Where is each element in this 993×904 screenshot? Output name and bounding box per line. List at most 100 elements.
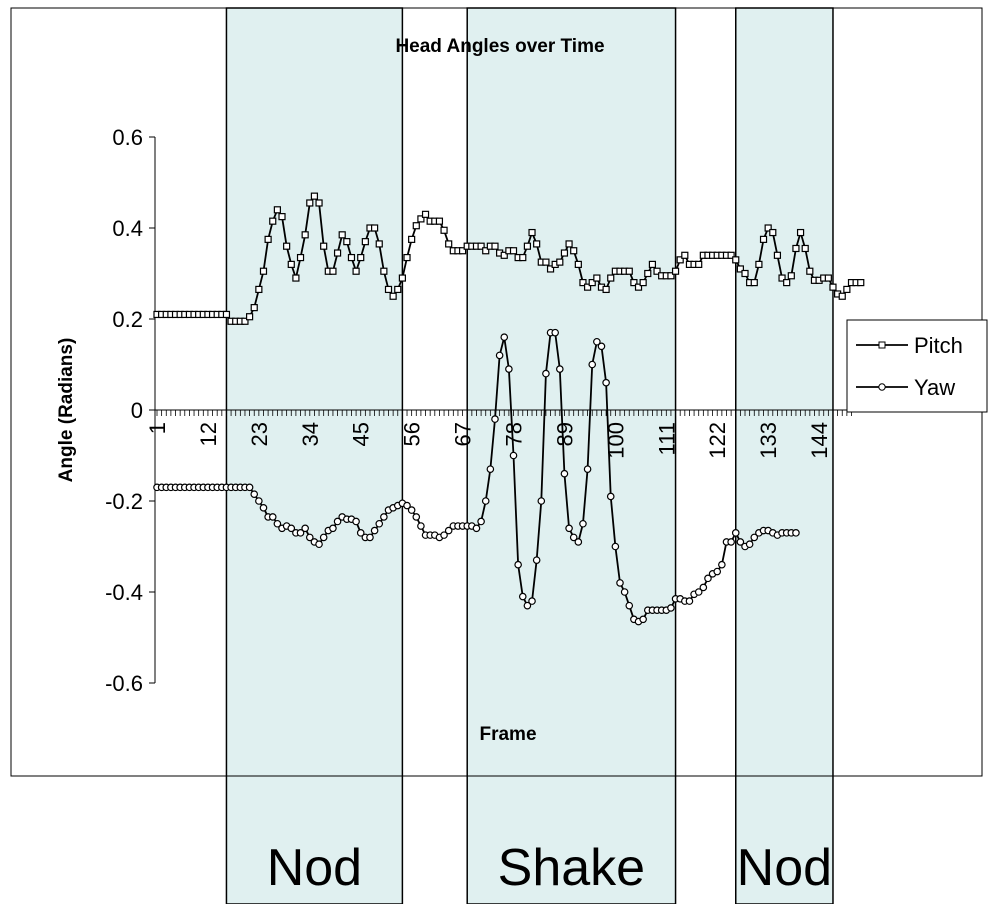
yaw-point bbox=[718, 560, 726, 569]
yaw-point bbox=[542, 369, 550, 378]
pitch-point bbox=[347, 253, 356, 262]
pitch-point bbox=[695, 260, 703, 268]
pitch-point bbox=[500, 251, 508, 259]
yaw-point bbox=[315, 540, 323, 549]
pitch-point bbox=[843, 285, 851, 294]
pitch-point bbox=[329, 267, 337, 275]
yaw-point bbox=[792, 529, 800, 537]
yaw-point bbox=[412, 513, 421, 521]
x-tick-label: 56 bbox=[400, 422, 425, 446]
yaw-point bbox=[268, 513, 277, 521]
pitch-point bbox=[259, 267, 268, 275]
yaw-point bbox=[556, 365, 564, 373]
y-tick-label: 0.2 bbox=[112, 307, 143, 332]
yaw-point bbox=[727, 538, 735, 546]
pitch-point bbox=[533, 240, 541, 248]
yaw-point bbox=[245, 483, 254, 492]
pitch-point bbox=[269, 217, 277, 225]
legend-box bbox=[846, 319, 988, 413]
pitch-point bbox=[357, 253, 365, 262]
yaw-point bbox=[745, 540, 754, 549]
yaw-point bbox=[528, 597, 536, 605]
pitch-point bbox=[246, 313, 254, 321]
yaw-point bbox=[440, 531, 448, 539]
yaw-point bbox=[565, 524, 573, 533]
yaw-point bbox=[537, 497, 546, 505]
pitch-point bbox=[736, 265, 744, 273]
yaw-point bbox=[329, 524, 337, 533]
pitch-point bbox=[857, 279, 865, 287]
chart-title: Head Angles over Time bbox=[395, 36, 604, 57]
pitch-point bbox=[556, 258, 564, 266]
axes: 0.6 0.4 0.2 0 -0.2 -0.4 -0.6 1 12 23 34 45 56 67 78 89 1… bbox=[105, 125, 852, 696]
y-axis-label: Angle (Radians) bbox=[56, 338, 77, 483]
pitch-point bbox=[509, 247, 518, 255]
region-band-2 bbox=[466, 7, 677, 904]
x-tick-label: 133 bbox=[756, 422, 781, 459]
pitch-point bbox=[741, 269, 749, 278]
yaw-point bbox=[602, 378, 610, 387]
pitch-point bbox=[273, 206, 281, 214]
pitch-point bbox=[435, 217, 444, 225]
pitch-point bbox=[750, 279, 758, 287]
pitch-point bbox=[792, 244, 800, 253]
pitch-point bbox=[301, 231, 309, 239]
yaw-point bbox=[509, 451, 518, 460]
yaw-point bbox=[699, 583, 708, 592]
x-tick-label: 67 bbox=[451, 422, 476, 446]
pitch-point bbox=[570, 247, 578, 255]
yaw-point bbox=[259, 504, 268, 512]
x-tick-label: 34 bbox=[298, 422, 323, 446]
gesture-regions bbox=[225, 7, 834, 904]
yaw-point bbox=[380, 513, 388, 521]
yaw-point bbox=[639, 615, 647, 624]
region-label-2: Shake bbox=[498, 839, 645, 897]
x-tick-label: 111 bbox=[654, 422, 679, 455]
pitch-point bbox=[648, 260, 657, 268]
pitch-point bbox=[773, 251, 782, 259]
pitch-point bbox=[338, 231, 346, 239]
pitch-point bbox=[477, 242, 485, 250]
pitch-point bbox=[546, 265, 555, 273]
pitch-point bbox=[440, 226, 448, 234]
yaw-point bbox=[352, 517, 360, 526]
yaw-point bbox=[417, 522, 425, 530]
pitch-point bbox=[732, 256, 740, 264]
pitch-point bbox=[824, 274, 832, 282]
yaw-point bbox=[620, 588, 629, 596]
pitch-point bbox=[838, 292, 846, 300]
pitch-point bbox=[602, 285, 610, 294]
yaw-point bbox=[514, 560, 522, 569]
yaw-point bbox=[356, 529, 365, 537]
pitch-point bbox=[445, 240, 453, 248]
pitch-point bbox=[283, 242, 291, 250]
pitch-point bbox=[343, 238, 351, 246]
yaw-point bbox=[551, 328, 559, 337]
yaw-point bbox=[305, 533, 314, 542]
yaw-point bbox=[616, 579, 624, 587]
yaw-point bbox=[403, 501, 411, 510]
yaw-point bbox=[532, 556, 541, 564]
yaw-point bbox=[611, 542, 620, 551]
pitch-point bbox=[796, 228, 805, 237]
pitch-point bbox=[403, 253, 411, 262]
pitch-point bbox=[519, 253, 527, 262]
yaw-point bbox=[625, 601, 634, 610]
yaw-point bbox=[569, 533, 578, 542]
pitch-point bbox=[278, 213, 286, 221]
pitch-point bbox=[560, 249, 569, 257]
yaw-point bbox=[597, 342, 606, 351]
yaw-point bbox=[750, 533, 759, 542]
pitch-point bbox=[264, 235, 272, 243]
pitch-point bbox=[625, 267, 633, 275]
pitch-point bbox=[801, 244, 809, 253]
legend-circle-marker bbox=[878, 383, 886, 391]
region-band-1 bbox=[225, 7, 404, 904]
pitch-point bbox=[667, 272, 675, 280]
x-tick-label: 89 bbox=[552, 422, 577, 446]
region-labels: Nod Shake Nod bbox=[267, 839, 832, 897]
pitch-point bbox=[361, 238, 369, 246]
pitch-point bbox=[579, 279, 587, 287]
series-layer bbox=[153, 192, 865, 626]
